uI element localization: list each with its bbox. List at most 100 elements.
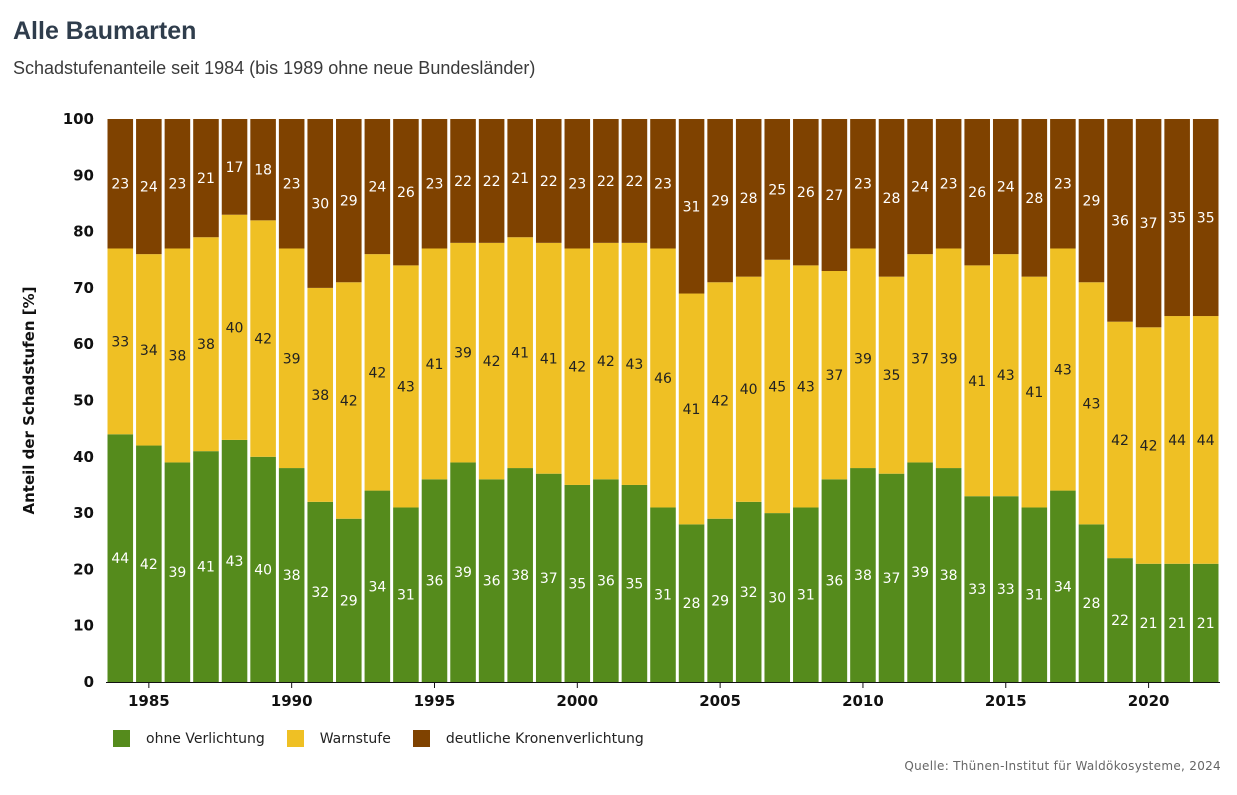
legend-swatch-green [113, 730, 130, 747]
bar-segment [650, 507, 676, 682]
x-tick-label: 2000 [556, 692, 598, 710]
bar-segment [821, 119, 848, 272]
bar-segment [250, 456, 276, 682]
legend-item-warnstufe[interactable]: Warnstufe [286, 730, 391, 747]
data-label: 26 [397, 185, 415, 201]
y-tick-label: 100 [63, 110, 94, 128]
data-label: 28 [1083, 596, 1101, 612]
data-label: 23 [283, 177, 301, 193]
data-label: 25 [768, 182, 786, 198]
bar-segment [278, 119, 305, 249]
data-label: 23 [426, 177, 444, 193]
data-label: 42 [1140, 439, 1158, 455]
data-label: 31 [797, 588, 815, 604]
bar-segment [907, 254, 933, 463]
data-label: 28 [683, 596, 701, 612]
legend-item-deutliche-kronenverlichtung[interactable]: deutliche Kronenverlichtung [412, 730, 644, 747]
bar-segment [935, 468, 962, 682]
bar-segment [478, 479, 505, 682]
chart-title: Alle Baumarten [13, 17, 197, 45]
bar-segment [707, 119, 733, 283]
data-label: 31 [683, 199, 701, 215]
bar-segment [193, 451, 219, 682]
data-label: 37 [883, 571, 901, 587]
data-label: 23 [940, 177, 958, 193]
data-label: 35 [1168, 211, 1186, 227]
data-label: 37 [1140, 216, 1158, 232]
data-label: 35 [1197, 211, 1215, 227]
bar-segment [193, 237, 219, 452]
legend: ohne Verlichtung Warnstufe deutliche Kro… [113, 730, 666, 747]
data-label: 41 [511, 346, 529, 362]
bar-segment [793, 119, 819, 266]
data-label: 23 [654, 177, 672, 193]
y-tick-label: 90 [73, 166, 94, 184]
data-label: 34 [368, 579, 386, 595]
legend-swatch-brown [412, 730, 430, 747]
data-label: 26 [797, 185, 815, 201]
bar-segment [1107, 321, 1133, 559]
bar-segment [421, 248, 448, 480]
bar-segment [450, 119, 476, 243]
data-label: 39 [454, 565, 472, 581]
bar-segment [535, 119, 562, 243]
data-label: 36 [483, 574, 501, 590]
bar-segment [221, 119, 248, 215]
bar-segment [1135, 563, 1162, 682]
y-axis-label: Anteil der Schadstufen [%] [20, 286, 38, 514]
data-label: 21 [1197, 616, 1215, 632]
bar-segment [336, 282, 362, 519]
bar-segment [1164, 563, 1190, 682]
bar-segment [250, 119, 276, 221]
bar-segment [850, 248, 876, 469]
bar-segment [907, 119, 933, 255]
bar-segment [564, 248, 591, 485]
bar-segment [393, 119, 419, 266]
bar-segment [535, 242, 562, 474]
data-label: 40 [226, 320, 244, 336]
bar-segment [393, 507, 419, 682]
bar-segment [878, 473, 905, 682]
data-label: 26 [968, 185, 986, 201]
bar-segment [1078, 524, 1105, 682]
data-label: 37 [911, 351, 929, 367]
bar-segment [278, 248, 305, 469]
bar-segment [421, 479, 448, 682]
data-label: 42 [340, 394, 358, 410]
data-label: 21 [1168, 616, 1186, 632]
bar-segment [535, 473, 562, 682]
bar-segment [821, 271, 848, 480]
data-label: 21 [511, 171, 529, 187]
data-label: 18 [254, 163, 272, 179]
data-label: 22 [626, 174, 644, 190]
bar-segment [564, 119, 591, 249]
bar-segment [1192, 563, 1219, 682]
data-label: 32 [311, 585, 329, 601]
bar-segment [735, 119, 762, 277]
data-label: 37 [825, 368, 843, 384]
bar-segment [992, 119, 1019, 255]
bar-segment [1050, 248, 1076, 491]
data-label: 44 [1197, 433, 1215, 449]
bar-segment [250, 220, 276, 457]
y-tick-label: 10 [73, 617, 94, 635]
bar-segment [593, 242, 619, 480]
legend-swatch-yellow [286, 730, 304, 747]
legend-item-ohne-verlichtung[interactable]: ohne Verlichtung [113, 730, 265, 747]
data-label: 28 [1025, 191, 1043, 207]
bar-segment [678, 119, 705, 294]
data-label: 27 [825, 188, 843, 204]
data-label: 44 [111, 551, 129, 567]
chart-subtitle: Schadstufenanteile seit 1984 (bis 1989 o… [13, 58, 536, 78]
bar-segment [564, 484, 591, 682]
data-label: 37 [540, 571, 558, 587]
bar-segment [1135, 327, 1162, 564]
axes-group: 0 10 20 30 40 50 60 70 80 90 100 1985 1990 1995 2000 20… [20, 110, 1220, 710]
bar-segment [621, 242, 648, 485]
data-label: 24 [911, 180, 929, 196]
data-label: 23 [568, 177, 586, 193]
bar-segment [621, 119, 648, 243]
data-label: 34 [1054, 579, 1072, 595]
data-label: 24 [368, 180, 386, 196]
bar-segment [678, 524, 705, 682]
